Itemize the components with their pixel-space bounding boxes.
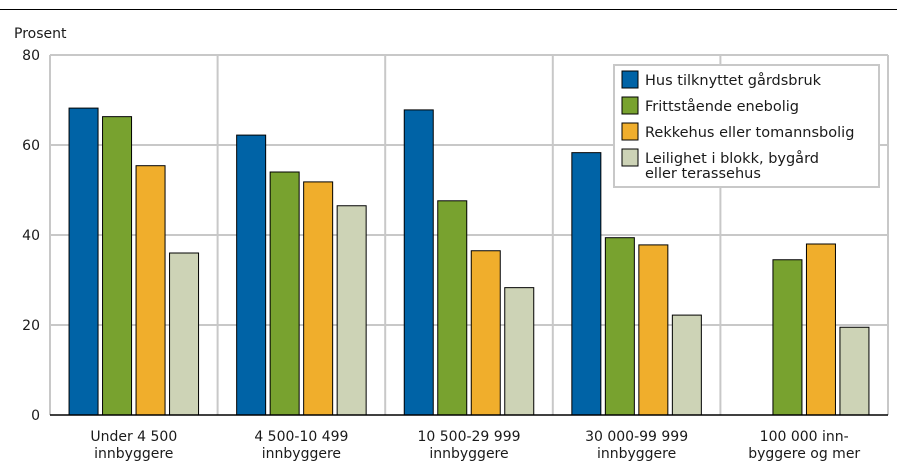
bar <box>671 314 702 416</box>
bar <box>504 287 535 416</box>
bar <box>839 326 870 416</box>
bar <box>638 244 669 416</box>
bar <box>303 181 334 416</box>
y-tick-label: 80 <box>22 48 40 64</box>
legend-label: Leilighet i blokk, bygård eller terassehu… <box>645 150 819 182</box>
bar <box>236 134 267 416</box>
bar <box>68 107 99 416</box>
legend-label: Rekkehus eller tomannsbolig <box>645 125 854 141</box>
x-category-label: 100 000 inn-byggere og mer <box>748 429 860 462</box>
bar <box>604 237 635 416</box>
bar <box>336 205 367 416</box>
bar <box>169 252 200 416</box>
bar <box>571 152 602 416</box>
title-rule <box>0 9 897 10</box>
plot-frame <box>49 54 889 416</box>
legend: Hus tilknyttet gårdsbruk Frittstående ene… <box>613 64 880 188</box>
legend-box <box>613 64 880 188</box>
bar <box>135 165 166 416</box>
bar <box>269 171 300 416</box>
legend-swatch <box>621 122 639 141</box>
legend-label: Frittstående enebolig <box>645 98 799 115</box>
legend-swatch <box>621 70 639 89</box>
x-category-label: 30 000-99 999 innbyggere <box>585 429 688 462</box>
legend-swatch <box>621 96 639 115</box>
bar <box>470 250 501 416</box>
legend-swatch <box>621 148 639 167</box>
y-tick-label: 40 <box>22 228 40 244</box>
bar <box>772 259 803 416</box>
bars <box>68 107 870 416</box>
y-axis-label: Prosent <box>14 26 67 42</box>
legend-label: Hus tilknyttet gårdsbruk <box>645 72 822 89</box>
bar <box>102 116 133 416</box>
y-tick-label: 0 <box>31 408 40 424</box>
bar <box>805 243 836 416</box>
x-category-label: Under 4 500 innbyggere <box>90 429 177 462</box>
bar <box>403 109 434 416</box>
y-tick-label: 60 <box>22 138 40 154</box>
x-axis-labels: Under 4 500 innbyggere 4 500-10 499 innbygg… <box>90 429 860 462</box>
x-category-label: 4 500-10 499 innbyggere <box>254 429 348 462</box>
y-tick-label: 20 <box>22 318 40 334</box>
bar <box>437 200 468 416</box>
y-axis-ticks: 0 20 40 60 80 <box>22 48 40 424</box>
x-category-label: 10 500-29 999 innbyggere <box>417 429 520 462</box>
